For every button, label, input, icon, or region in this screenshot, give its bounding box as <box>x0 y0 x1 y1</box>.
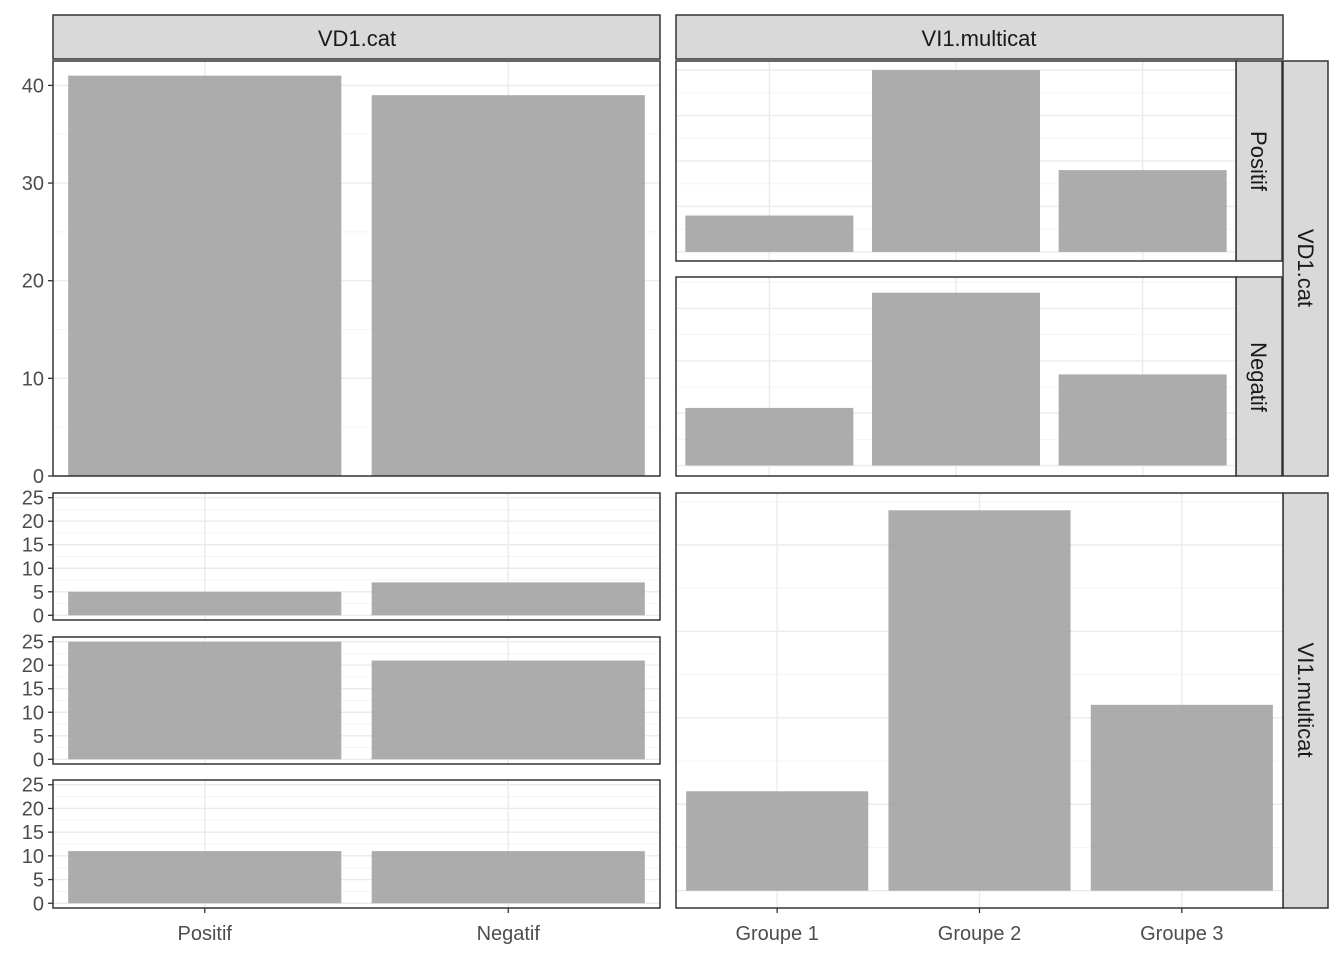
x-tick-label: Groupe 3 <box>1140 923 1223 945</box>
bar-negatif <box>371 660 645 760</box>
strip-right-positif-bg <box>1235 60 1283 262</box>
y-tick-label: 15 <box>22 822 44 844</box>
panel-border <box>52 492 661 621</box>
panel-border <box>52 636 661 765</box>
y-tick-label: 10 <box>22 702 44 724</box>
y-tick-label: 15 <box>22 679 44 701</box>
y-tick-label: 25 <box>22 775 44 797</box>
bar-positif <box>68 591 342 616</box>
strip-right-negatif-bg <box>1235 276 1283 477</box>
y-tick-label: 0 <box>33 466 44 488</box>
y-tick-label: 0 <box>33 893 44 915</box>
bar-groupe-1 <box>686 791 869 891</box>
panel-vi1-marginal: Groupe 1 Groupe 2 Groupe 3 <box>675 492 1284 945</box>
strip-top-right-label: VI1.multicat <box>922 26 1037 51</box>
strip-right-vd1-bg <box>1282 60 1329 477</box>
panel-border <box>675 60 1237 262</box>
strip-right-negatif-label: Negatif <box>1246 342 1271 413</box>
y-tick-label: 25 <box>22 488 44 510</box>
bar-groupe-2 <box>872 70 1040 252</box>
strip-right-vd1-label: VD1.cat <box>1293 229 1318 307</box>
bar-groupe-1 <box>685 215 854 252</box>
bar-negatif <box>371 582 645 616</box>
panel-border <box>52 779 661 909</box>
strip-top-right: VI1.multicat <box>675 14 1284 60</box>
x-tick-label: Negatif <box>477 923 541 945</box>
strip-right-vi1: VI1.multicat <box>1282 492 1329 909</box>
y-tick-label: 40 <box>22 75 44 97</box>
x-tick-label: Groupe 1 <box>735 923 818 945</box>
panel-vd1-marginal: 0 10 20 30 40 <box>22 60 661 488</box>
strip-right-positif-label: Positif <box>1246 131 1271 192</box>
panel-vi1-by-vd1-negatif <box>675 276 1237 477</box>
y-tick-label: 10 <box>22 368 44 390</box>
strip-right-negatif: Negatif <box>1235 276 1283 477</box>
bar-groupe-1 <box>685 407 854 466</box>
bar-positif <box>68 75 342 476</box>
panel-border <box>52 60 661 477</box>
y-tick-label: 30 <box>22 173 44 195</box>
bar-positif <box>68 851 342 904</box>
strip-top-left-label: VD1.cat <box>318 26 396 51</box>
bar-groupe-3 <box>1058 374 1227 466</box>
bar-groupe-3 <box>1058 170 1227 252</box>
panel-vi1-by-vd1-positif <box>675 60 1237 262</box>
y-tick-label: 10 <box>22 558 44 580</box>
strip-top-left: VD1.cat <box>52 14 661 60</box>
y-tick-label: 5 <box>33 582 44 604</box>
y-tick-label: 5 <box>33 726 44 748</box>
bar-groupe-2 <box>872 292 1040 466</box>
y-tick-label: 20 <box>22 511 44 533</box>
bar-negatif <box>371 95 645 477</box>
y-tick-label: 5 <box>33 870 44 892</box>
strip-top-left-bg <box>52 14 661 60</box>
y-tick-label: 20 <box>22 798 44 820</box>
y-tick-label: 25 <box>22 632 44 654</box>
y-tick-label: 20 <box>22 271 44 293</box>
y-tick-label: 0 <box>33 749 44 771</box>
strip-right-vi1-label: VI1.multicat <box>1293 643 1318 758</box>
strip-top-right-bg <box>675 14 1284 60</box>
y-tick-label: 0 <box>33 605 44 627</box>
strip-right-positif: Positif <box>1235 60 1283 262</box>
bar-negatif <box>371 851 645 904</box>
bar-groupe-2 <box>888 510 1071 891</box>
panels-layer: 010203040051015202505101520250510152025P… <box>22 60 1284 945</box>
y-tick-label: 15 <box>22 535 44 557</box>
panel-border <box>675 276 1237 477</box>
x-tick-label: Groupe 2 <box>938 923 1021 945</box>
y-tick-label: 20 <box>22 655 44 677</box>
y-tick-label: 10 <box>22 846 44 868</box>
strip-right-vd1: VD1.cat <box>1282 60 1329 477</box>
bar-groupe-3 <box>1090 704 1273 891</box>
x-tick-label: Positif <box>178 923 233 945</box>
bar-positif <box>68 641 342 760</box>
